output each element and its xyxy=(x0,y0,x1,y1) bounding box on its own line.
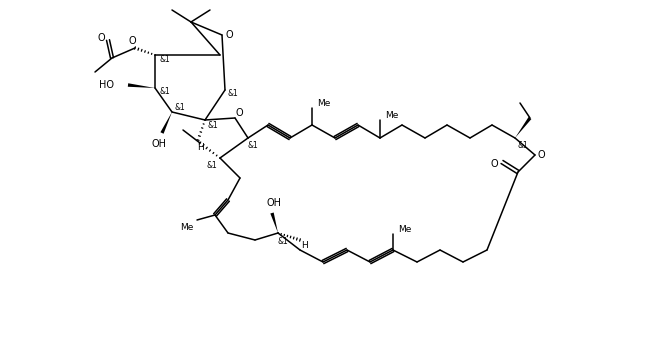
Text: &1: &1 xyxy=(175,102,185,112)
Text: O: O xyxy=(537,150,545,160)
Text: Me: Me xyxy=(317,100,330,108)
Polygon shape xyxy=(515,117,531,138)
Polygon shape xyxy=(128,83,155,88)
Text: &1: &1 xyxy=(160,88,170,96)
Text: O: O xyxy=(128,36,136,46)
Text: H: H xyxy=(198,143,204,151)
Text: &1: &1 xyxy=(517,142,529,151)
Polygon shape xyxy=(160,112,172,134)
Text: Me: Me xyxy=(385,112,398,120)
Text: H: H xyxy=(301,240,309,250)
Text: OH: OH xyxy=(267,198,282,208)
Text: O: O xyxy=(97,33,105,43)
Text: &1: &1 xyxy=(248,142,258,151)
Text: Me: Me xyxy=(398,226,411,234)
Text: Me: Me xyxy=(180,224,194,233)
Text: &1: &1 xyxy=(160,55,170,63)
Text: &1: &1 xyxy=(208,120,218,130)
Text: O: O xyxy=(225,30,233,40)
Text: &1: &1 xyxy=(206,162,217,170)
Text: O: O xyxy=(490,159,498,169)
Text: HO: HO xyxy=(99,80,114,90)
Text: &1: &1 xyxy=(278,237,288,245)
Polygon shape xyxy=(271,213,278,233)
Text: O: O xyxy=(235,108,243,118)
Text: &1: &1 xyxy=(228,88,238,98)
Text: OH: OH xyxy=(151,139,166,149)
